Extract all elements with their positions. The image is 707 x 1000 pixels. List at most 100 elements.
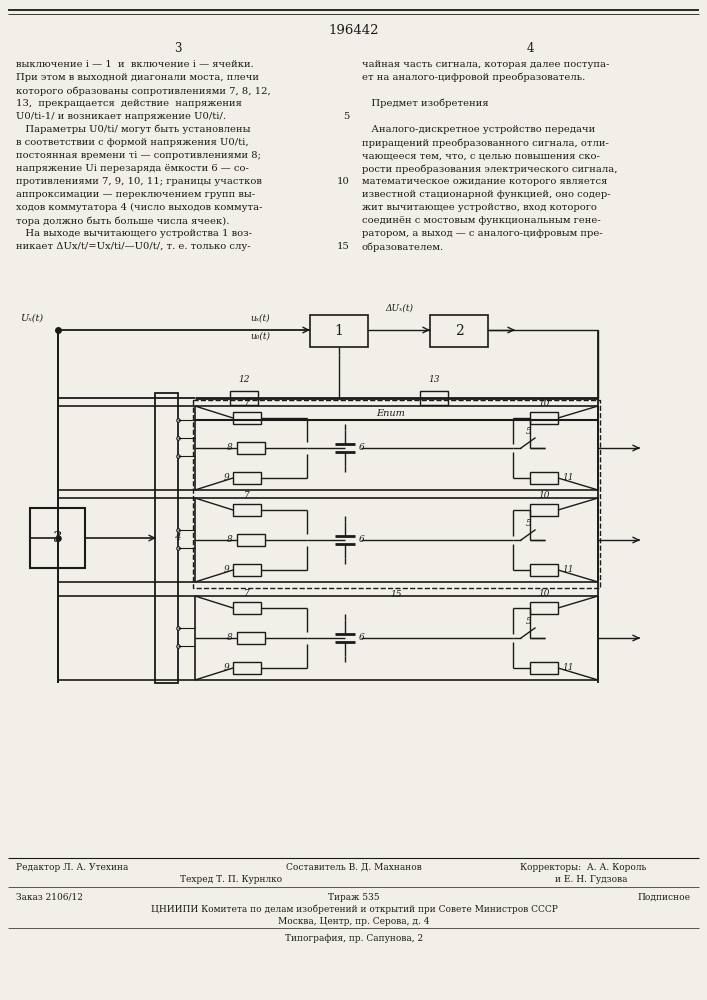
Text: 12: 12 <box>238 375 250 384</box>
Text: ΔUₓ(t): ΔUₓ(t) <box>385 304 413 313</box>
Text: рости преобразования электрического сигнала,: рости преобразования электрического сигн… <box>362 164 617 174</box>
Bar <box>420 391 448 405</box>
Bar <box>233 504 261 516</box>
Text: напряжение Ui перезаряда ёмкости 6 — со-: напряжение Ui перезаряда ёмкости 6 — со- <box>16 164 249 173</box>
Text: 7: 7 <box>244 589 250 598</box>
Text: постоянная времени τi — сопротивлениями 8;: постоянная времени τi — сопротивлениями … <box>16 151 261 160</box>
Text: Корректоры:  А. А. Король: Корректоры: А. А. Король <box>520 863 646 872</box>
Text: Тираж 535: Тираж 535 <box>328 893 380 902</box>
Text: 6: 6 <box>359 536 365 544</box>
Text: математическое ожидание которого является: математическое ожидание которого являетс… <box>362 177 607 186</box>
Bar <box>237 534 265 546</box>
Text: Составитель В. Д. Махнанов: Составитель В. Д. Махнанов <box>286 863 422 872</box>
Bar <box>30 508 85 568</box>
Text: 3: 3 <box>174 41 182 54</box>
Text: 11: 11 <box>562 664 573 672</box>
Text: ходов коммутатора 4 (число выходов коммута-: ходов коммутатора 4 (число выходов комму… <box>16 203 262 212</box>
Text: чайная часть сигнала, которая далее поступа-: чайная часть сигнала, которая далее пост… <box>362 60 609 69</box>
Text: тора должно быть больше числа ячеек).: тора должно быть больше числа ячеек). <box>16 216 229 226</box>
Text: 4: 4 <box>175 534 181 542</box>
Bar <box>530 504 558 516</box>
Bar <box>310 315 368 347</box>
Text: U0/ti-1/ и возникает напряжение U0/ti/.: U0/ti-1/ и возникает напряжение U0/ti/. <box>16 112 226 121</box>
Text: 10: 10 <box>337 177 350 186</box>
Bar <box>230 391 258 405</box>
Text: 13: 13 <box>428 375 440 384</box>
Text: uₓ(t): uₓ(t) <box>250 314 269 323</box>
Text: чающееся тем, что, с целью повышения ско-: чающееся тем, что, с целью повышения ско… <box>362 151 600 160</box>
Bar <box>530 472 558 484</box>
Text: аппроксимации — переключением групп вы-: аппроксимации — переключением групп вы- <box>16 190 255 199</box>
Text: Параметры U0/ti/ могут быть установлены: Параметры U0/ti/ могут быть установлены <box>16 125 250 134</box>
Text: никает ΔUx/t/=Ux/ti/—U0/t/, т. е. только слу-: никает ΔUx/t/=Ux/ti/—U0/t/, т. е. только… <box>16 242 250 251</box>
Bar <box>530 564 558 576</box>
Text: 11: 11 <box>562 474 573 483</box>
Text: Типография, пр. Сапунова, 2: Типография, пр. Сапунова, 2 <box>285 934 423 943</box>
Text: выключение i — 1  и  включение i — ячейки.: выключение i — 1 и включение i — ячейки. <box>16 60 254 69</box>
Text: Предмет изобретения: Предмет изобретения <box>362 99 489 108</box>
Text: Редактор Л. А. Утехина: Редактор Л. А. Утехина <box>16 863 129 872</box>
Text: На выходе вычитающего устройства 1 воз-: На выходе вычитающего устройства 1 воз- <box>16 229 252 238</box>
Text: Заказ 2106/12: Заказ 2106/12 <box>16 893 83 902</box>
Bar <box>237 442 265 454</box>
Text: 8: 8 <box>227 536 233 544</box>
Text: в соответствии с формой напряжения U0/ti,: в соответствии с формой напряжения U0/ti… <box>16 138 249 147</box>
Bar <box>233 412 261 424</box>
Bar <box>530 662 558 674</box>
Bar <box>233 602 261 614</box>
Text: жит вычитающее устройство, вход которого: жит вычитающее устройство, вход которого <box>362 203 597 212</box>
Text: 9: 9 <box>223 566 229 574</box>
Text: 5: 5 <box>344 112 350 121</box>
Bar <box>530 412 558 424</box>
Text: 7: 7 <box>244 491 250 500</box>
Bar <box>430 315 488 347</box>
Text: которого образованы сопротивлениями 7, 8, 12,: которого образованы сопротивлениями 7, 8… <box>16 86 271 96</box>
Text: 3: 3 <box>53 531 62 545</box>
Text: образователем.: образователем. <box>362 242 444 251</box>
Text: известной стационарной функцией, оно содер-: известной стационарной функцией, оно сод… <box>362 190 611 199</box>
Bar <box>233 662 261 674</box>
Text: соединён с мостовым функциональным гене-: соединён с мостовым функциональным гене- <box>362 216 601 225</box>
Text: Eпит: Eпит <box>376 409 405 418</box>
Text: 5: 5 <box>526 427 532 436</box>
Text: 9: 9 <box>223 474 229 483</box>
Text: 10: 10 <box>538 399 550 408</box>
Text: 10: 10 <box>538 589 550 598</box>
Text: 13,  прекращается  действие  напряжения: 13, прекращается действие напряжения <box>16 99 242 108</box>
Bar <box>193 400 600 588</box>
Text: 7: 7 <box>244 399 250 408</box>
Text: 5: 5 <box>526 617 532 626</box>
Text: 2: 2 <box>455 324 463 338</box>
Text: 6: 6 <box>359 444 365 452</box>
Text: 1: 1 <box>334 324 344 338</box>
Bar <box>530 602 558 614</box>
Text: противлениями 7, 9, 10, 11; границы участков: противлениями 7, 9, 10, 11; границы учас… <box>16 177 262 186</box>
Text: ЦНИИПИ Комитета по делам изобретений и открытий при Совете Министров СССР: ЦНИИПИ Комитета по делам изобретений и о… <box>151 905 557 914</box>
Text: 4: 4 <box>526 41 534 54</box>
Text: 6: 6 <box>359 634 365 643</box>
Text: При этом в выходной диагонали моста, плечи: При этом в выходной диагонали моста, пле… <box>16 73 259 82</box>
Bar <box>237 632 265 644</box>
Text: 8: 8 <box>227 634 233 643</box>
Text: 8: 8 <box>227 444 233 452</box>
Text: ет на аналого-цифровой преобразователь.: ет на аналого-цифровой преобразователь. <box>362 73 585 83</box>
Bar <box>155 393 178 683</box>
Text: и Е. Н. Гудзова: и Е. Н. Гудзова <box>555 875 628 884</box>
Text: Uₓ(t): Uₓ(t) <box>20 314 43 323</box>
Text: приращений преобразованного сигнала, отли-: приращений преобразованного сигнала, отл… <box>362 138 609 147</box>
Text: 15: 15 <box>337 242 350 251</box>
Text: Подписное: Подписное <box>637 893 690 902</box>
Text: Москва, Центр, пр. Серова, д. 4: Москва, Центр, пр. Серова, д. 4 <box>279 917 430 926</box>
Text: ратором, а выход — с аналого-цифровым пре-: ратором, а выход — с аналого-цифровым пр… <box>362 229 603 238</box>
Text: 11: 11 <box>562 566 573 574</box>
Text: 15: 15 <box>391 590 402 599</box>
Bar <box>233 564 261 576</box>
Text: 10: 10 <box>538 491 550 500</box>
Text: 196442: 196442 <box>329 23 379 36</box>
Text: Аналого-дискретное устройство передачи: Аналого-дискретное устройство передачи <box>362 125 595 134</box>
Text: 5: 5 <box>526 519 532 528</box>
Text: u₀(t): u₀(t) <box>250 332 270 341</box>
Text: 9: 9 <box>223 664 229 672</box>
Bar <box>233 472 261 484</box>
Text: Техред Т. П. Курнлко: Техред Т. П. Курнлко <box>180 875 282 884</box>
